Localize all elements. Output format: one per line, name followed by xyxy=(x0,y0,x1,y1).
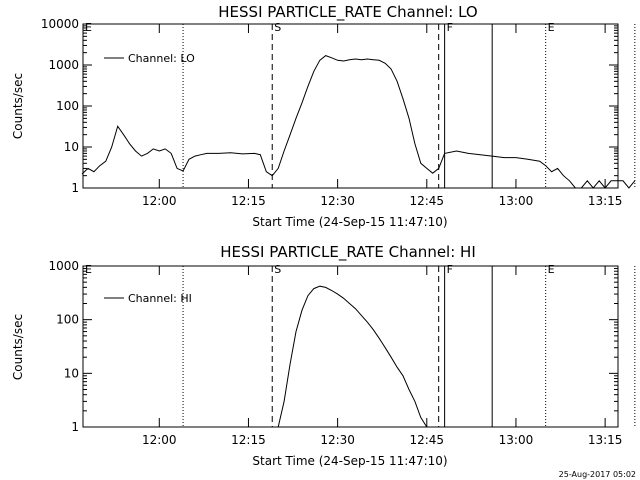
y-axis-label: Counts/sec xyxy=(11,314,25,380)
event-marker-label: E xyxy=(85,21,92,34)
chart-title: HESSI PARTICLE_RATE Channel: LO xyxy=(218,3,477,22)
y-tick-label: 1 xyxy=(71,181,79,195)
x-tick-label: 13:15 xyxy=(588,194,623,208)
x-axis-label: Start Time (24-Sep-15 11:47:10) xyxy=(252,215,447,229)
x-tick-label: 12:15 xyxy=(231,194,266,208)
x-tick-label: 12:45 xyxy=(409,433,444,447)
timestamp-stamp: 25-Aug-2017 05:02 xyxy=(559,470,636,479)
legend: Channel: LO xyxy=(104,52,195,65)
x-tick-label: 13:15 xyxy=(588,433,623,447)
legend: Channel: HI xyxy=(104,292,192,305)
plot-frame xyxy=(82,265,619,428)
x-axis-label: Start Time (24-Sep-15 11:47:10) xyxy=(252,454,447,468)
y-tick-label: 10 xyxy=(64,366,79,380)
y-tick-label: 1000 xyxy=(48,259,79,273)
legend-entry: Channel: LO xyxy=(128,52,195,65)
lo-channel-panel: HESSI PARTICLE_RATE Channel: LO 12:00 12:… xyxy=(11,3,636,229)
y-tick-label: 10 xyxy=(64,140,79,154)
x-tick-label: 12:00 xyxy=(142,194,177,208)
event-marker-label: E xyxy=(85,263,92,276)
y-axis-label: Counts/sec xyxy=(11,73,25,139)
y-tick-label: 1000 xyxy=(48,58,79,72)
x-tick-label: 12:00 xyxy=(142,433,177,447)
plot-frame xyxy=(82,23,619,189)
event-marker-label: F xyxy=(447,21,453,34)
y-tick-label: 10000 xyxy=(41,17,79,31)
y-tick-label: 100 xyxy=(56,313,79,327)
hi-channel-panel: HESSI PARTICLE_RATE Channel: HI 12:00 12:… xyxy=(11,243,636,468)
series-line xyxy=(81,55,636,189)
x-tick-label: 12:15 xyxy=(231,433,266,447)
y-tick-label: 1 xyxy=(71,420,79,434)
y-tick-label: 100 xyxy=(56,99,79,113)
event-marker-label: S xyxy=(274,21,281,34)
x-tick-label: 12:45 xyxy=(409,194,444,208)
x-tick-label: 12:30 xyxy=(320,433,355,447)
event-marker-label: S xyxy=(274,263,281,276)
event-marker-label: E xyxy=(548,21,555,34)
chart-title: HESSI PARTICLE_RATE Channel: HI xyxy=(220,243,476,262)
x-tick-label: 12:30 xyxy=(320,194,355,208)
series-line xyxy=(277,285,428,428)
event-marker-label: E xyxy=(548,263,555,276)
x-tick-label: 13:00 xyxy=(499,194,534,208)
event-marker-label: F xyxy=(447,263,453,276)
x-tick-label: 13:00 xyxy=(499,433,534,447)
legend-entry: Channel: HI xyxy=(128,292,192,305)
